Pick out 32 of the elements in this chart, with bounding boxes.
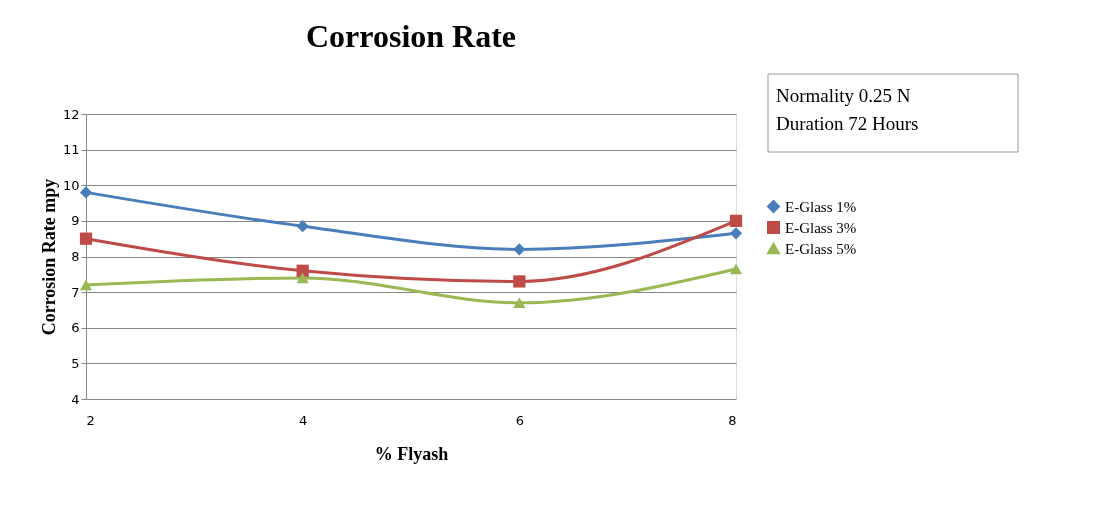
y-tick-label: 8 [71,249,80,264]
point [729,214,743,227]
y-tick-label: 5 [71,355,80,371]
point [296,220,309,233]
y-tick-label: 9 [71,213,80,229]
y-tick-label: 12 [62,106,80,122]
point [79,279,93,291]
x-tick-label: 2 [86,412,95,428]
point [79,232,93,245]
x-tick-label: 4 [299,412,308,428]
x-tick-label: 6 [515,412,524,428]
point [729,227,743,240]
y-tick-label: 11 [62,142,80,158]
legend-label: E-Glass 1% [785,198,857,215]
x-tick-label: 8 [728,412,737,428]
y-tick-label: 6 [71,320,80,336]
y-axis-title: Corrosion Rate mpy [38,178,59,336]
point [513,243,526,256]
chart-title: Corrosion Rate [305,17,517,54]
text: Duration 72 Hours [776,113,919,134]
text: Normality 0.25 N [776,85,911,106]
y-tick-label: 7 [71,284,80,300]
legend-label: E-Glass 3% [785,219,857,236]
point [513,297,526,309]
y-tick-label: 4 [71,391,80,407]
point [296,272,309,284]
point [729,263,743,275]
y-tick-label: 10 [62,177,80,193]
x-axis-title: % Flyash [374,443,449,464]
point [79,186,93,199]
legend-label: E-Glass 5% [785,240,857,257]
point [513,275,526,288]
